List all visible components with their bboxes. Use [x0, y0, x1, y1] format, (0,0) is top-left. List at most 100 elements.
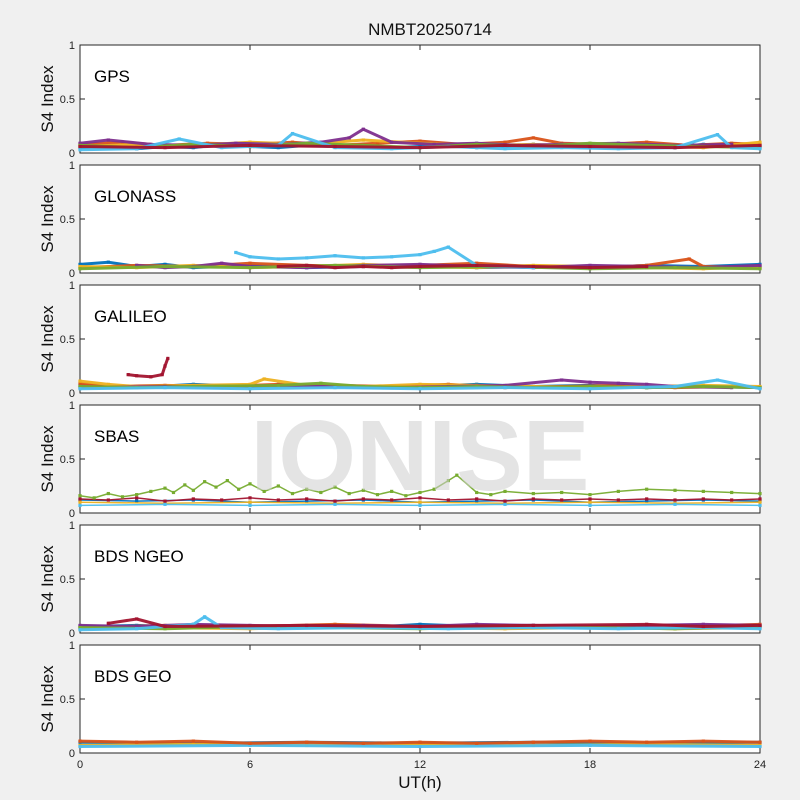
data-point: [78, 148, 82, 152]
data-point: [588, 144, 592, 149]
data-point: [531, 740, 535, 744]
data-point: [616, 498, 620, 502]
data-point: [390, 266, 394, 270]
data-point: [475, 497, 479, 501]
data-point: [446, 245, 450, 249]
data-point: [163, 386, 167, 390]
data-point: [276, 146, 280, 150]
data-point: [455, 473, 459, 477]
data-point: [758, 143, 762, 148]
series-6: [126, 356, 170, 379]
data-point: [645, 622, 649, 626]
data-point: [78, 623, 82, 628]
data-point: [149, 375, 153, 379]
data-point: [673, 498, 677, 502]
data-point: [560, 490, 564, 495]
data-point: [135, 740, 139, 744]
data-point: [78, 628, 82, 632]
data-point: [531, 497, 535, 501]
data-point: [361, 497, 365, 501]
data-point: [248, 500, 252, 504]
data-point: [475, 622, 479, 626]
data-point: [78, 141, 82, 145]
data-point: [673, 146, 677, 150]
data-point: [645, 140, 649, 144]
panel-galileo: 0 0.5 1 S4 Index GALILEO: [38, 280, 762, 400]
y-tick-label: 1: [69, 40, 75, 52]
series-3: [78, 496, 762, 503]
series-line: [234, 245, 535, 270]
data-point: [503, 140, 507, 144]
series-2: [78, 743, 762, 749]
data-point: [418, 622, 422, 626]
y-tick-label: 1: [69, 160, 75, 172]
data-point: [237, 487, 241, 491]
data-point: [305, 499, 309, 503]
data-point: [333, 266, 337, 270]
x-axis-label: UT(h): [398, 773, 441, 792]
data-point: [432, 249, 436, 253]
data-point: [305, 497, 309, 501]
data-point: [418, 490, 422, 495]
data-point: [588, 384, 592, 389]
data-point: [78, 381, 82, 385]
data-point: [475, 142, 479, 146]
data-point: [225, 479, 229, 483]
data-point: [106, 621, 110, 625]
data-point: [588, 493, 592, 497]
data-point: [183, 483, 187, 487]
data-point: [163, 499, 167, 503]
data-point: [687, 257, 691, 261]
data-point: [418, 503, 422, 508]
data-point: [758, 627, 762, 631]
panel-bds-ngeo: 0 0.5 1 S4 Index BDS NGEO: [38, 520, 762, 640]
data-point: [248, 496, 252, 500]
data-point: [361, 741, 365, 745]
y-tick-label: 0.5: [60, 334, 75, 346]
data-point: [214, 485, 218, 489]
data-point: [78, 744, 82, 749]
panel-sbas: 0 0.5 1 S4 Index SBAS: [38, 400, 762, 520]
panel-glonass: 0 0.5 1 S4 Index GLONASS: [38, 160, 762, 280]
y-axis-label: S4 Index: [38, 65, 57, 133]
data-point: [418, 624, 422, 629]
data-point: [390, 498, 394, 502]
data-point: [503, 489, 507, 493]
data-point: [758, 140, 762, 144]
panel-label: GLONASS: [94, 187, 176, 206]
data-point: [191, 497, 195, 501]
data-point: [588, 387, 592, 391]
data-point: [333, 263, 337, 268]
series-6: [276, 263, 649, 270]
data-point: [203, 615, 207, 619]
data-point: [390, 255, 394, 259]
data-point: [106, 138, 110, 142]
data-point: [673, 502, 677, 506]
data-point: [531, 491, 535, 496]
y-tick-label: 1: [69, 520, 75, 532]
panel-label: BDS GEO: [94, 667, 171, 686]
data-point: [361, 138, 365, 142]
data-point: [135, 374, 139, 378]
data-point: [503, 386, 507, 390]
data-point: [220, 498, 224, 502]
x-tick-label: 6: [247, 759, 253, 771]
data-point: [418, 139, 422, 143]
data-point: [361, 264, 365, 269]
data-point: [446, 627, 450, 631]
data-point: [418, 387, 422, 391]
data-point: [248, 503, 252, 508]
data-point: [333, 485, 337, 489]
data-point: [191, 622, 195, 626]
data-point: [758, 500, 762, 504]
data-point: [432, 487, 436, 491]
data-point: [135, 627, 139, 631]
data-point: [78, 626, 82, 630]
data-point: [418, 496, 422, 500]
data-point: [418, 146, 422, 150]
y-tick-label: 1: [69, 280, 75, 292]
y-axis-label: S4 Index: [38, 425, 57, 493]
data-point: [560, 378, 564, 382]
data-point: [588, 263, 592, 268]
series-2: [78, 502, 762, 508]
